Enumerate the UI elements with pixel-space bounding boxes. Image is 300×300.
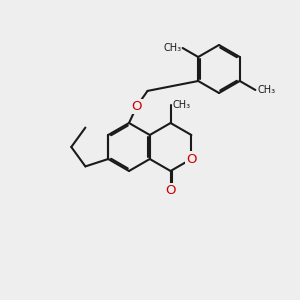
- Text: O: O: [186, 152, 196, 166]
- Text: O: O: [165, 184, 176, 197]
- Text: CH₃: CH₃: [172, 100, 190, 110]
- Text: O: O: [132, 100, 142, 112]
- Text: CH₃: CH₃: [258, 85, 276, 95]
- Text: CH₃: CH₃: [163, 43, 181, 53]
